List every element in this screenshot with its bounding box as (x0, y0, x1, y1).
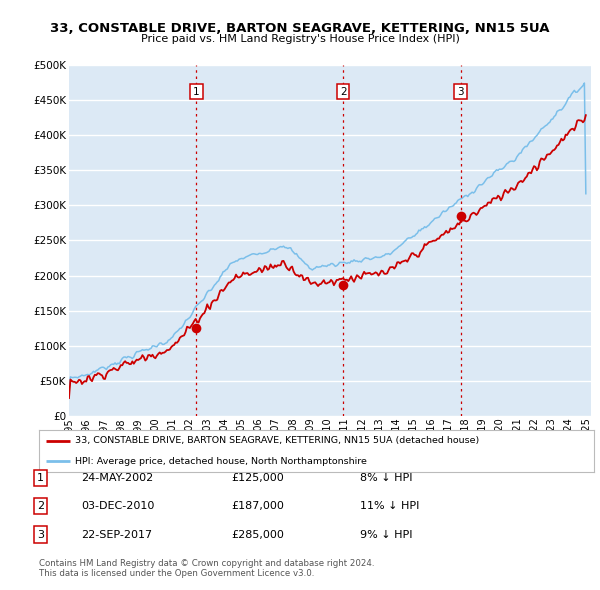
Text: Price paid vs. HM Land Registry's House Price Index (HPI): Price paid vs. HM Land Registry's House … (140, 34, 460, 44)
Text: 8% ↓ HPI: 8% ↓ HPI (360, 473, 413, 483)
Text: 3: 3 (457, 87, 464, 97)
Text: Contains HM Land Registry data © Crown copyright and database right 2024.: Contains HM Land Registry data © Crown c… (39, 559, 374, 568)
Text: 33, CONSTABLE DRIVE, BARTON SEAGRAVE, KETTERING, NN15 5UA (detached house): 33, CONSTABLE DRIVE, BARTON SEAGRAVE, KE… (75, 437, 479, 445)
Text: 03-DEC-2010: 03-DEC-2010 (81, 502, 154, 511)
Text: HPI: Average price, detached house, North Northamptonshire: HPI: Average price, detached house, Nort… (75, 457, 367, 466)
Text: 9% ↓ HPI: 9% ↓ HPI (360, 530, 413, 539)
Text: 1: 1 (193, 87, 200, 97)
Text: 24-MAY-2002: 24-MAY-2002 (81, 473, 153, 483)
Text: 22-SEP-2017: 22-SEP-2017 (81, 530, 152, 539)
Text: 2: 2 (37, 502, 44, 511)
Text: £125,000: £125,000 (231, 473, 284, 483)
Text: This data is licensed under the Open Government Licence v3.0.: This data is licensed under the Open Gov… (39, 569, 314, 578)
Text: 33, CONSTABLE DRIVE, BARTON SEAGRAVE, KETTERING, NN15 5UA: 33, CONSTABLE DRIVE, BARTON SEAGRAVE, KE… (50, 22, 550, 35)
Text: £187,000: £187,000 (231, 502, 284, 511)
Text: £285,000: £285,000 (231, 530, 284, 539)
Text: 3: 3 (37, 530, 44, 539)
Text: 2: 2 (340, 87, 347, 97)
Text: 1: 1 (37, 473, 44, 483)
Text: 11% ↓ HPI: 11% ↓ HPI (360, 502, 419, 511)
